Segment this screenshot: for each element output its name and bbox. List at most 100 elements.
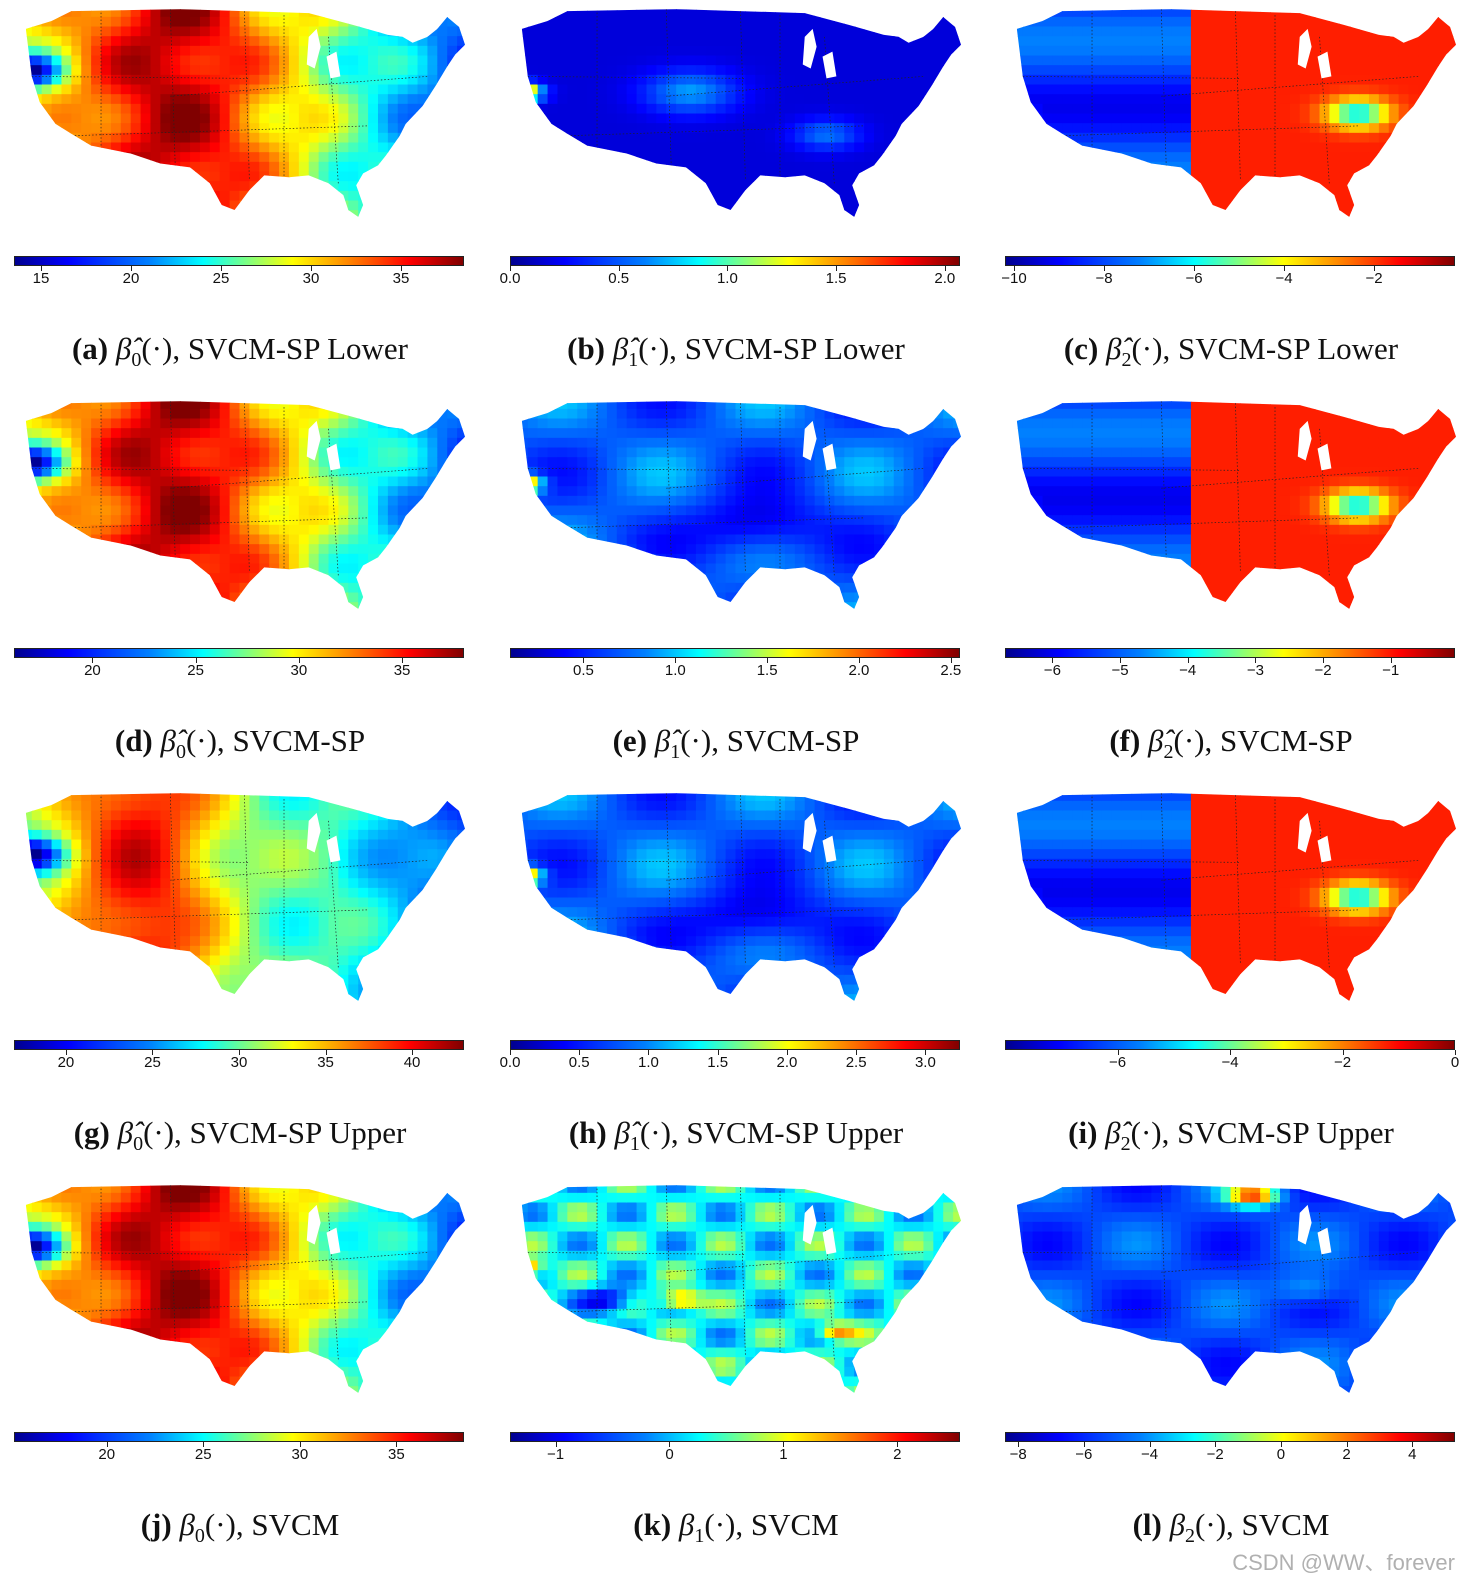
colorbar-tick xyxy=(836,266,838,271)
colorbar-tick xyxy=(1052,658,1054,663)
colorbar-tick xyxy=(767,658,769,663)
caption-subscript: 2 xyxy=(1121,349,1132,372)
caption-subscript: 1 xyxy=(670,741,681,764)
colorbar-tick xyxy=(1215,1442,1217,1447)
colorbar-tick xyxy=(106,1442,108,1447)
caption-subscript: 0 xyxy=(131,349,142,372)
choropleth-map xyxy=(1016,1185,1457,1393)
colorbar-tick-label: 0 xyxy=(1276,1446,1286,1463)
colorbar-tick-label: 1.0 xyxy=(716,270,738,287)
panel-caption: (k) β1(·), SVCM xyxy=(633,1507,838,1548)
colorbar-tick xyxy=(1120,658,1122,663)
caption-method: SVCM-SP Upper xyxy=(189,1115,407,1150)
caption-argument: (·), xyxy=(185,723,225,758)
colorbar-tick xyxy=(583,658,585,663)
colorbar xyxy=(510,1040,960,1050)
choropleth-map xyxy=(521,401,962,609)
colorbar-tick-label: 1.5 xyxy=(707,1054,729,1071)
colorbar-tick xyxy=(1346,1442,1348,1447)
caption-subscript: 1 xyxy=(629,1133,640,1156)
colorbar-tick xyxy=(65,1050,67,1055)
colorbar-tick-label: 2 xyxy=(893,1446,902,1463)
colorbar-tick xyxy=(396,1442,398,1447)
colorbar-tick-label: 25 xyxy=(212,270,230,287)
colorbar-tick-label: 0.5 xyxy=(608,270,630,287)
watermark: CSDN @WW、forever xyxy=(1232,1550,1455,1575)
colorbar-tick-label: 30 xyxy=(230,1054,248,1071)
colorbar xyxy=(510,648,960,658)
colorbar-tick-label: 20 xyxy=(98,1446,116,1463)
colorbar-tick xyxy=(203,1442,205,1447)
colorbar-tick-label: 20 xyxy=(57,1054,75,1071)
colorbar-tick-label: −5 xyxy=(1111,662,1129,679)
colorbar-tick-label: 15 xyxy=(32,270,50,287)
colorbar xyxy=(1005,648,1455,658)
panel-caption: (j) β0(·), SVCM xyxy=(141,1507,340,1548)
colorbar-tick xyxy=(1323,658,1325,663)
colorbar-tick xyxy=(1018,1442,1020,1447)
colorbar-tick-label: 0 xyxy=(665,1446,674,1463)
caption-letter: (e) xyxy=(612,723,648,758)
colorbar-tick xyxy=(944,266,946,271)
colorbar-tick-label: 35 xyxy=(388,1446,405,1463)
caption-symbol: β̂ xyxy=(1148,723,1164,758)
colorbar-tick-label: 2.0 xyxy=(934,270,956,287)
choropleth-map xyxy=(521,9,962,217)
colorbar-tick-label: 2.5 xyxy=(845,1054,867,1071)
colorbar-tick xyxy=(925,1050,927,1055)
caption-letter: (j) xyxy=(140,1507,172,1542)
colorbar-tick-label: −6 xyxy=(1043,662,1061,679)
colorbar xyxy=(1005,1040,1455,1050)
colorbar xyxy=(1005,1432,1455,1442)
colorbar-tick-label: 20 xyxy=(84,662,101,679)
colorbar-tick xyxy=(856,1050,858,1055)
colorbar-tick-label: −2 xyxy=(1206,1446,1224,1463)
caption-argument: (·), xyxy=(1173,723,1213,758)
caption-letter: (b) xyxy=(567,331,606,366)
panel-k: −1 0 1 2 (k) β1(·), SVCM xyxy=(508,1182,973,1562)
colorbar-tick xyxy=(401,266,402,271)
colorbar-tick-label: 2.0 xyxy=(848,662,870,679)
colorbar-tick-label: −6 xyxy=(1185,270,1203,287)
caption-letter: (h) xyxy=(568,1115,607,1150)
colorbar-tick xyxy=(298,658,300,663)
colorbar-tick-label: −2 xyxy=(1333,1054,1352,1071)
choropleth-map xyxy=(1016,401,1457,609)
caption-subscript: 0 xyxy=(175,741,186,764)
caption-symbol: β̂ xyxy=(115,331,132,366)
choropleth-map xyxy=(521,1185,962,1393)
caption-letter: (l) xyxy=(1132,1507,1162,1542)
caption-method: SVCM-SP Lower xyxy=(684,331,905,366)
caption-letter: (i) xyxy=(1068,1115,1098,1150)
panel-c: −10 −8 −6 −4 −2 (c) β̂2(·), SVCM-SP Lower xyxy=(1001,6,1468,386)
caption-symbol: β xyxy=(678,1507,695,1542)
colorbar-tick xyxy=(1194,266,1195,271)
colorbar-tick-label: 25 xyxy=(187,662,204,679)
caption-method: SVCM-SP Upper xyxy=(686,1115,904,1150)
colorbar-tick xyxy=(195,658,197,663)
colorbar-tick xyxy=(239,1050,240,1055)
colorbar-tick-label: −6 xyxy=(1075,1446,1093,1463)
colorbar-tick-label: −3 xyxy=(1246,662,1264,679)
colorbar-tick-label: −10 xyxy=(1001,270,1027,287)
colorbar-tick xyxy=(1230,1050,1231,1055)
colorbar-tick xyxy=(1104,266,1105,271)
colorbar-tick xyxy=(325,1050,327,1055)
colorbar xyxy=(14,1040,464,1050)
colorbar-tick-label: −4 xyxy=(1140,1446,1159,1463)
choropleth-map xyxy=(25,401,466,609)
caption-symbol: β̂ xyxy=(612,331,629,366)
colorbar-tick xyxy=(717,1050,719,1055)
colorbar-tick xyxy=(1083,1442,1085,1447)
caption-symbol: β̂ xyxy=(160,723,176,758)
caption-argument: (·), xyxy=(704,1507,744,1542)
colorbar-tick xyxy=(786,1050,788,1055)
panel-caption: (g) β̂0(·), SVCM-SP Upper xyxy=(74,1115,407,1156)
panel-caption: (a) β̂0(·), SVCM-SP Lower xyxy=(72,331,408,372)
panel-h: 0.0 0.5 1.0 1.5 2.0 2.5 3.0 (h) β̂1(·), SVCM-SP… xyxy=(500,790,973,1170)
caption-symbol: β̂ xyxy=(1105,1115,1121,1150)
caption-letter: (c) xyxy=(1063,331,1099,366)
caption-argument: (·), xyxy=(1195,1507,1234,1542)
caption-letter: (g) xyxy=(73,1115,110,1150)
colorbar-tick-label: −8 xyxy=(1009,1446,1027,1463)
